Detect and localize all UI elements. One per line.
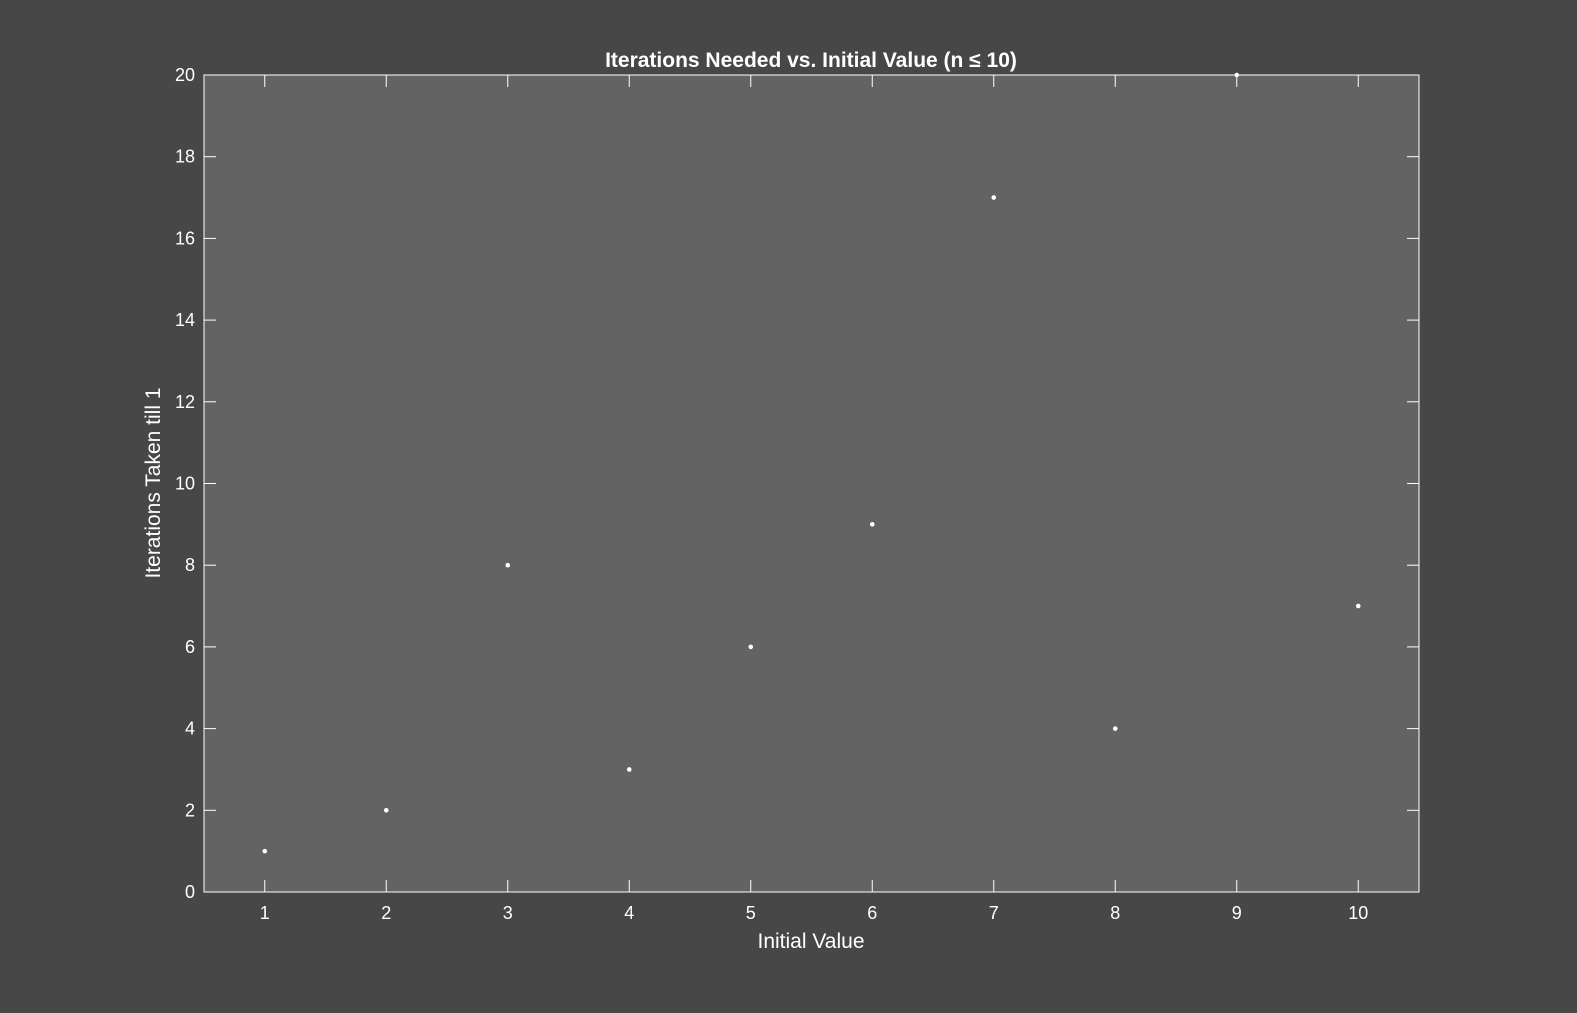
y-tick-label: 14: [175, 310, 195, 330]
x-axis-label: Initial Value: [757, 930, 864, 953]
x-tick-label: 3: [503, 903, 513, 923]
y-tick-label: 8: [185, 555, 195, 575]
y-tick-label: 2: [185, 800, 195, 820]
y-tick-label: 6: [185, 637, 195, 657]
y-tick-label: 20: [175, 65, 195, 85]
data-point: [869, 522, 875, 527]
x-tick-label: 9: [1232, 903, 1242, 923]
x-tick-label: 5: [746, 903, 756, 923]
x-axis-ticks: 1 2 3 4 5 6 7 8 9 10: [260, 75, 1368, 923]
x-tick-label: 6: [867, 903, 877, 923]
data-point: [626, 767, 632, 772]
data-point: [748, 644, 754, 650]
x-tick-label: 4: [624, 903, 634, 923]
x-tick-label: 10: [1348, 903, 1368, 923]
data-point: [1234, 72, 1240, 78]
data-point: [505, 562, 511, 568]
data-point: [262, 848, 268, 854]
x-tick-label: 1: [260, 903, 270, 923]
y-tick-label: 18: [175, 147, 195, 167]
x-tick-label: 7: [989, 903, 999, 923]
data-point: [383, 808, 389, 813]
y-axis-label: Iterations Taken till 1: [142, 387, 165, 578]
x-tick-label: 8: [1110, 903, 1120, 923]
y-tick-label: 16: [175, 228, 195, 248]
x-tick-label: 2: [381, 903, 391, 923]
y-tick-label: 4: [185, 719, 195, 739]
y-tick-label: 10: [175, 474, 195, 494]
data-point: [1355, 603, 1361, 609]
chart-title: Iterations Needed vs. Initial Value (n ≤…: [605, 49, 1017, 72]
y-axis-ticks: 0 2 4 6 8 10 12 14 16 18 20: [175, 65, 1419, 902]
y-tick-label: 12: [175, 392, 195, 412]
data-points: [262, 72, 1361, 854]
data-point: [991, 195, 997, 200]
plot-area: [203, 74, 1420, 893]
data-point: [1112, 726, 1118, 731]
y-tick-label: 0: [185, 882, 195, 902]
